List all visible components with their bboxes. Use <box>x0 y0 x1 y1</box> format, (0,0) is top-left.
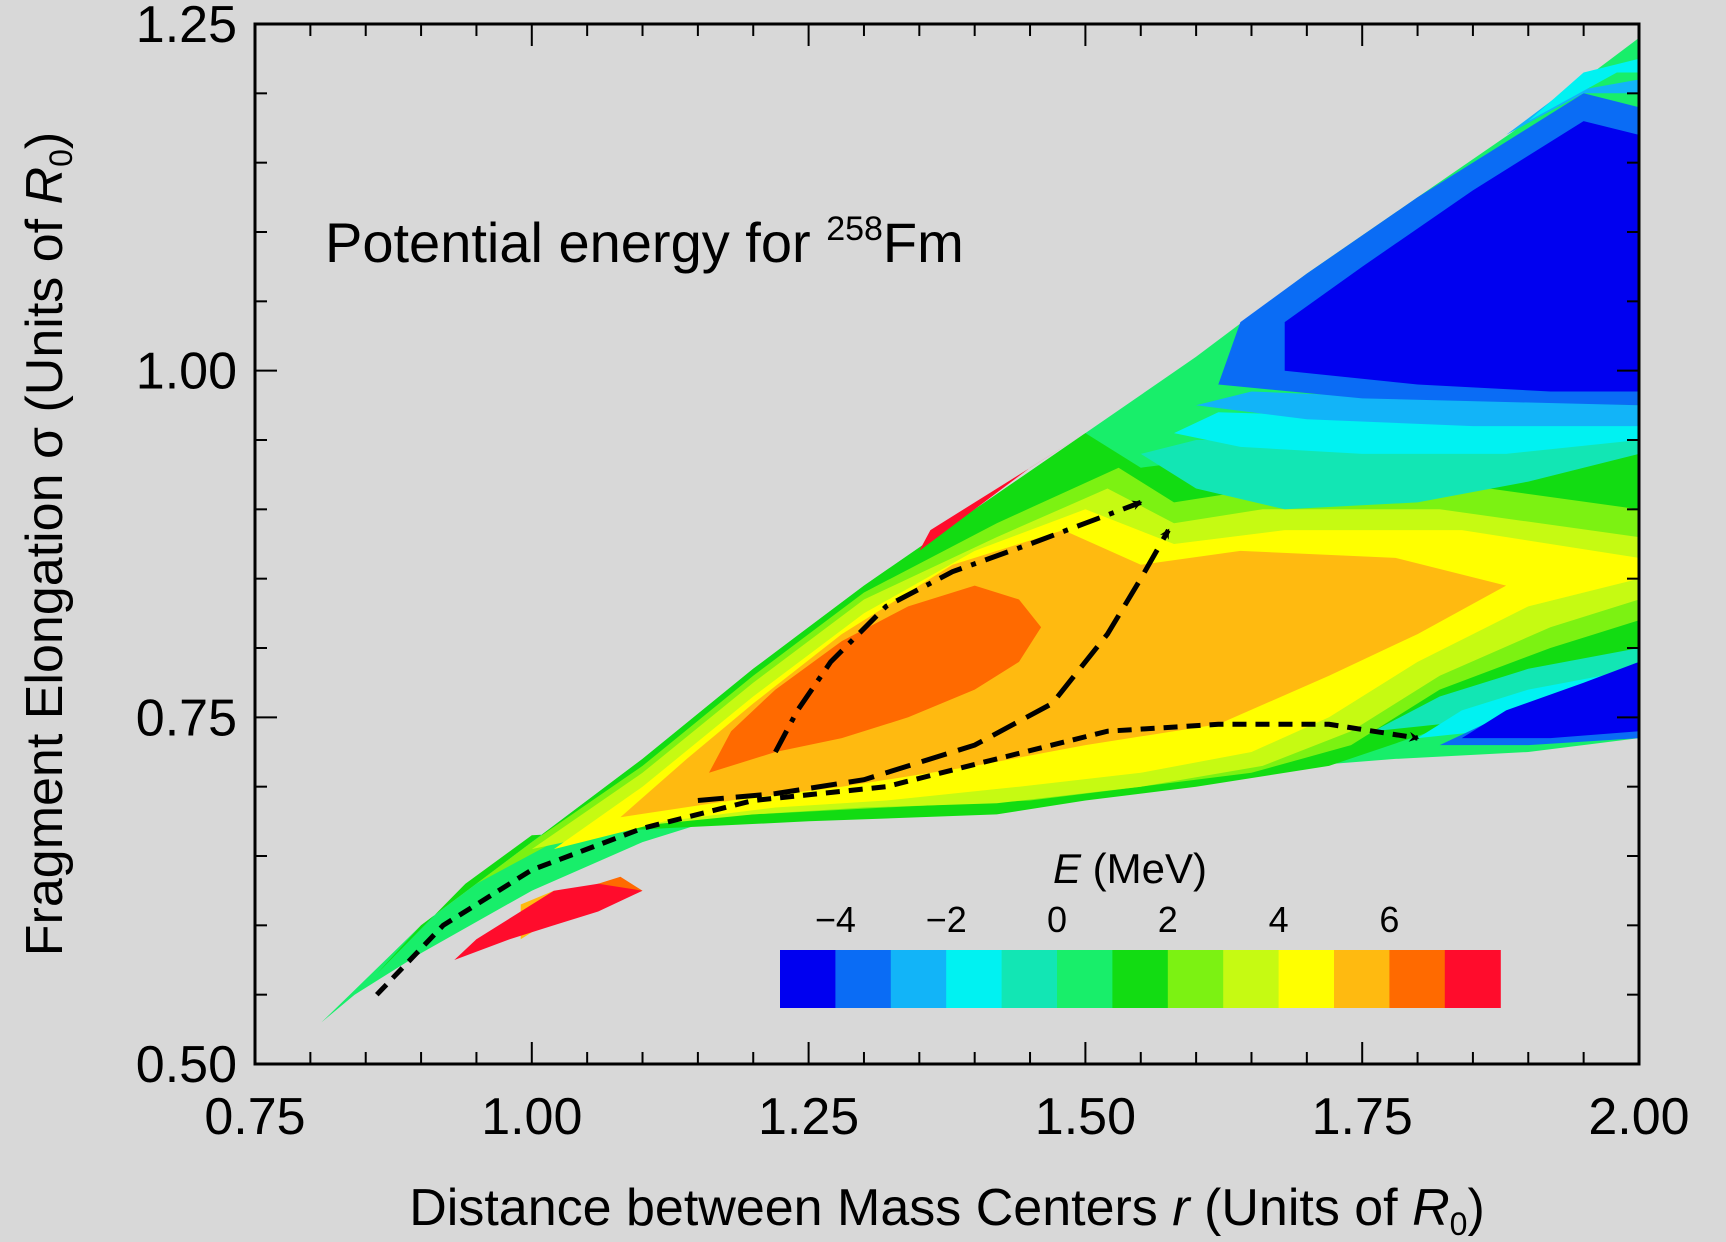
x-tick-label: 1.75 <box>1312 1088 1413 1146</box>
energy-region-5 <box>709 585 1042 773</box>
fission-paths <box>374 500 1420 997</box>
colorbar: E (MeV) −4 −2 0 2 4 6 <box>780 845 1501 1008</box>
x-tick-label: 2.00 <box>1588 1088 1689 1146</box>
chart-title-element: Fm <box>883 211 964 274</box>
colorbar-tick-label: 2 <box>1158 899 1178 940</box>
x-axis-label-text: Distance between Mass Centers <box>409 1179 1172 1237</box>
fission-path-dash-dot <box>773 500 1143 754</box>
x-axis-label-unit-close: ) <box>1467 1179 1484 1237</box>
energy-region-17 <box>1506 79 1639 135</box>
colorbar-swatch <box>1334 950 1390 1008</box>
energy-region-20 <box>1461 661 1639 739</box>
y-axis-label-unit-subscript: 0 <box>43 149 79 167</box>
y-axis-label-unit-symbol: R <box>16 167 74 205</box>
y-tick-label: 1.25 <box>136 0 237 54</box>
y-axis-label: Fragment Elongation σ (Units of R0) <box>16 132 79 956</box>
colorbar-tick-label: 0 <box>1047 899 1067 940</box>
energy-region-12 <box>1373 648 1639 732</box>
x-tick-label: 1.00 <box>481 1088 582 1146</box>
colorbar-tick-label: 4 <box>1269 899 1289 940</box>
chart-title-superscript: 258 <box>826 210 883 248</box>
x-tick-label: 1.25 <box>758 1088 859 1146</box>
colorbar-swatch <box>1389 950 1446 1008</box>
colorbar-tick-label: 6 <box>1379 899 1399 940</box>
colorbar-tick-label: −2 <box>926 899 967 940</box>
colorbar-swatch <box>1167 950 1224 1008</box>
axis-ticks: 0.75 1.00 1.25 1.50 1.75 2.000.500.751.001.25 <box>136 0 1690 1146</box>
energy-surface <box>321 37 1639 1023</box>
energy-region-8 <box>454 883 643 960</box>
x-axis-label: Distance between Mass Centers r (Units o… <box>409 1179 1485 1242</box>
colorbar-title-unit: (MeV) <box>1081 845 1207 892</box>
colorbar-swatch <box>1278 950 1335 1008</box>
energy-region-4 <box>620 530 1507 818</box>
y-axis-label-text: Fragment Elongation σ (Units of <box>16 204 74 956</box>
colorbar-swatch <box>1223 950 1280 1008</box>
energy-region-19 <box>1284 121 1639 392</box>
x-axis-label-unit-symbol: R <box>1412 1179 1450 1237</box>
colorbar-tick-label: −4 <box>815 899 856 940</box>
energy-region-18 <box>1528 58 1639 122</box>
energy-region-15 <box>1196 391 1639 427</box>
y-tick-label: 0.50 <box>136 1036 237 1094</box>
x-tick-label: 0.75 <box>204 1088 305 1146</box>
colorbar-swatch <box>890 950 947 1008</box>
x-axis-label-unit-subscript: 0 <box>1450 1206 1468 1242</box>
colorbar-swatch <box>1057 950 1113 1008</box>
y-axis-label-unit-close: ) <box>16 132 74 149</box>
y-tick-label: 0.75 <box>136 689 237 747</box>
plot-frame <box>253 22 1641 1066</box>
fission-path-dashed <box>374 721 1420 997</box>
chart-title: Potential energy for 258Fm <box>325 210 964 274</box>
colorbar-swatch <box>946 950 1003 1008</box>
colorbar-swatch <box>1112 950 1169 1008</box>
colorbar-swatch <box>1444 950 1501 1008</box>
colorbar-title: E (MeV) <box>1053 845 1207 892</box>
x-axis-label-variable: r <box>1172 1179 1192 1237</box>
colorbar-swatch <box>1001 950 1058 1008</box>
colorbar-swatch <box>780 950 836 1008</box>
fission-path-long-dash <box>697 528 1171 803</box>
chart-title-main: Potential energy for <box>325 211 826 274</box>
x-axis-label-unit-open: (Units of <box>1190 1179 1413 1237</box>
colorbar-swatch <box>835 950 892 1008</box>
y-tick-label: 1.00 <box>136 343 237 401</box>
colorbar-title-variable: E <box>1053 845 1082 892</box>
x-tick-label: 1.50 <box>1035 1088 1136 1146</box>
